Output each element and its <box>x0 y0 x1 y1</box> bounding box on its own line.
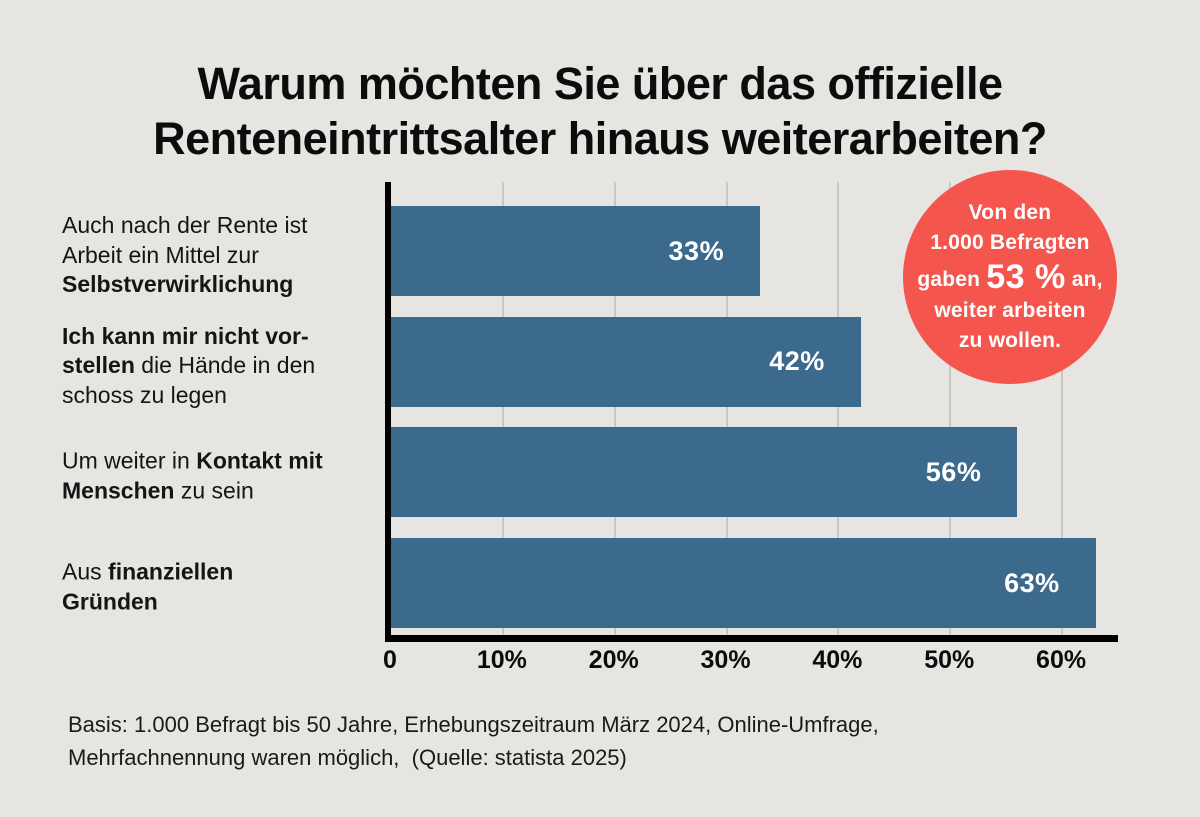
bar-value-label: 33% <box>668 235 725 266</box>
category-label-line: Ich kann mir nicht vor- <box>62 321 396 351</box>
gridline <box>501 182 504 635</box>
category-label-line: Arbeit ein Mittel zur <box>62 240 396 270</box>
bar-value-label: 56% <box>925 456 982 487</box>
category-label-line: Gründen <box>62 587 396 617</box>
bar: 33% <box>391 206 761 296</box>
category-label: Um weiter in Kontakt mit Menschen zu sein <box>62 447 396 506</box>
page-title-line: Renteneintrittsalter hinaus weiterarbeit… <box>153 113 1047 165</box>
x-tick-label: 10% <box>476 646 527 674</box>
gridline <box>949 182 952 635</box>
text-segment: 1.000 Befragten <box>930 231 1090 254</box>
category-label-line: Selbstverwirklichung <box>62 270 396 300</box>
x-tick-label: 30% <box>700 646 751 674</box>
text-segment: weiter arbeiten <box>934 299 1086 322</box>
source-note-line: Basis: 1.000 Befragt bis 50 Jahre, Erheb… <box>68 712 879 737</box>
highlight-circle-badge: Von den 1.000 Befragten gaben 53 % an, weit… <box>903 170 1117 384</box>
text-segment: Arbeit ein Mittel zur <box>62 241 259 268</box>
bar: 42% <box>391 316 861 407</box>
text-segment: gaben <box>917 268 987 291</box>
text-segment: Gründen <box>62 588 158 614</box>
bar: 56% <box>391 427 1018 518</box>
category-label: Auch nach der Rente ist Arbeit ein Mittel… <box>62 211 396 300</box>
badge-text-line: 1.000 Befragten <box>930 228 1089 258</box>
badge-text-line: zu wollen. <box>959 326 1061 356</box>
gridline <box>725 182 728 635</box>
gridline <box>613 182 616 635</box>
text-segment: Ich kann mir nicht vor- <box>62 322 309 349</box>
badge-text-line: Von den <box>969 198 1052 228</box>
badge-text-line: gaben 53 % an, <box>917 258 1102 296</box>
x-tick-label: 50% <box>924 646 975 674</box>
category-label: Ich kann mir nicht vor-stellen die Hände… <box>62 321 396 410</box>
bar: 63% <box>391 538 1096 628</box>
badge-text-line: weiter arbeiten <box>934 296 1085 326</box>
gridline <box>1061 182 1064 635</box>
source-note-line: Mehrfachnennung waren möglich, (Quelle: … <box>68 745 627 770</box>
source-note: Basis: 1.000 Befragt bis 50 Jahre, Erheb… <box>68 708 1128 774</box>
text-segment: schoss zu legen <box>62 381 227 408</box>
category-label-line: Menschen zu sein <box>62 476 396 506</box>
x-tick-label: 0 <box>383 646 397 674</box>
text-segment: Selbstverwirklichung <box>62 270 294 297</box>
category-label-line: stellen die Hände in den <box>62 351 396 381</box>
text-segment: an, <box>1065 268 1103 291</box>
text-segment: Kontakt mit <box>196 447 323 474</box>
text-segment: Aus <box>62 558 109 585</box>
gridline <box>837 182 840 635</box>
page-title-line: Warum möchten Sie über das offizielle <box>197 58 1004 110</box>
text-segment: die Hände in den <box>134 351 316 378</box>
x-tick-label: 20% <box>588 646 639 674</box>
text-segment: Von den <box>968 201 1052 224</box>
bar-value-label: 63% <box>1004 567 1060 598</box>
category-label-line: schoss zu legen <box>62 380 396 410</box>
text-segment: 53 % <box>986 258 1066 296</box>
category-label-line: Auch nach der Rente ist <box>62 211 396 241</box>
text-segment: finanziellen <box>108 558 234 585</box>
text-segment: Menschen <box>62 477 175 504</box>
text-segment: zu wollen. <box>958 329 1062 352</box>
page-title: Warum möchten Sie über das offizielle Ren… <box>0 56 1200 166</box>
x-axis-line <box>385 635 1118 642</box>
bar-value-label: 42% <box>769 346 825 377</box>
text-segment: stellen <box>62 351 135 378</box>
x-tick-label: 40% <box>812 646 863 674</box>
category-label: Aus finanziellen Gründen <box>62 558 396 617</box>
x-tick-label: 60% <box>1036 646 1087 674</box>
y-axis-line <box>385 182 391 641</box>
category-label-line: Um weiter in Kontakt mit <box>62 447 396 477</box>
category-label-line: Aus finanziellen <box>62 558 396 588</box>
text-segment: Um weiter in <box>62 447 197 474</box>
text-segment: zu sein <box>174 477 254 504</box>
text-segment: Auch nach der Rente ist <box>62 211 308 238</box>
